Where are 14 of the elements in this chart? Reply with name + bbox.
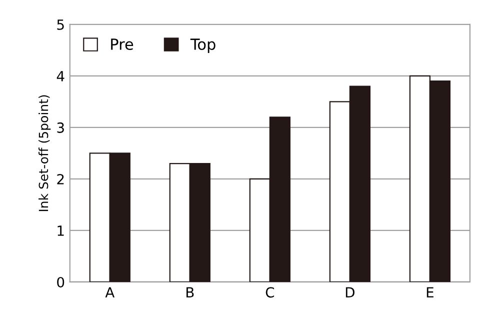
legend-label: Pre [111,38,134,50]
y-tick-label: 1 [58,226,64,236]
y-axis-title: Ink Set-off (5point) [38,95,51,212]
y-tick-label: 2 [57,174,64,184]
x-tick-label: E [426,287,434,298]
y-tick-label: 0 [57,276,64,288]
x-tick-label: C [266,287,274,298]
y-tick-label: 5 [57,20,64,30]
y-tick-label: 3 [57,122,64,133]
x-tick-label: B [186,287,194,298]
x-tick-label: D [346,287,354,298]
y-tick-label: 4 [56,71,64,82]
x-tick-label: A [105,287,115,298]
legend-label: Top [190,38,216,53]
